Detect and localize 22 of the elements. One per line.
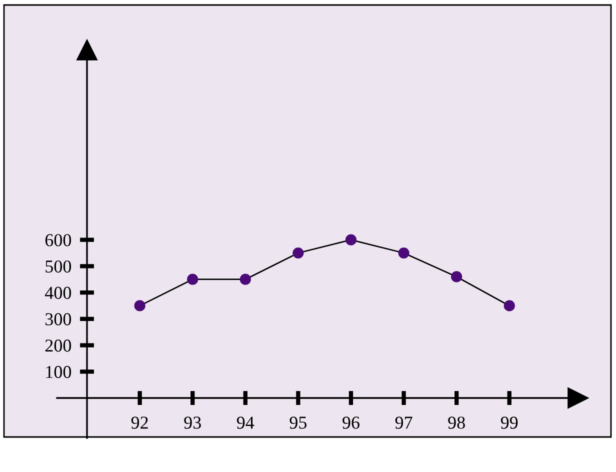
- y-tick-label: 200: [45, 340, 72, 352]
- y-tick-label: 600: [45, 234, 72, 246]
- point: [134, 300, 146, 312]
- x-tick-label: 93: [184, 416, 201, 429]
- x-tick-label: 96: [342, 416, 360, 429]
- y-tick-label: 500: [46, 260, 72, 273]
- y-tick-label: 100: [46, 366, 72, 378]
- y-tick-label: 400: [44, 286, 72, 299]
- point: [398, 247, 410, 259]
- x-tick-label: 99: [500, 416, 518, 429]
- y-tick-label: 300: [46, 313, 72, 326]
- point: [451, 271, 462, 282]
- x-tick-label: 95: [290, 416, 307, 429]
- point: [240, 274, 251, 285]
- x-tick-label: 92: [131, 416, 148, 429]
- point: [292, 247, 304, 259]
- x-tick-label: 98: [448, 416, 465, 429]
- point: [504, 300, 515, 312]
- x-tick-label: 97: [395, 416, 412, 429]
- point: [345, 234, 357, 246]
- x-tick-label: 94: [236, 416, 254, 429]
- point: [187, 274, 198, 285]
